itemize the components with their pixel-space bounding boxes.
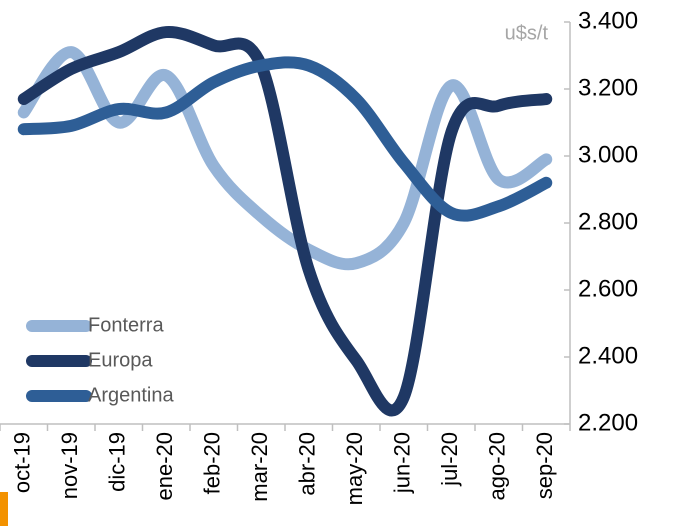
- x-tick-label: jun-20: [390, 432, 415, 494]
- legend-label: Fonterra: [88, 314, 164, 336]
- y-tick-label: 2.400: [578, 342, 638, 369]
- x-tick-label: mar-20: [247, 432, 272, 502]
- series-line: [17, 26, 553, 417]
- y-tick-label: 3.200: [578, 74, 638, 101]
- x-tick-label: ago-20: [485, 432, 510, 501]
- series-line: [17, 56, 553, 222]
- x-tick-label: oct-19: [10, 432, 35, 493]
- x-tick-label: dic-19: [105, 432, 130, 492]
- y-tick-label: 2.200: [578, 409, 638, 436]
- y-tick-label: 2.600: [578, 275, 638, 302]
- series-line: [17, 46, 553, 271]
- y-tick-label: 3.400: [578, 7, 638, 34]
- legend-label: Europa: [88, 349, 153, 371]
- x-tick-label: may-20: [342, 432, 367, 505]
- x-tick-label: sep-20: [532, 432, 557, 499]
- legend-label: Argentina: [88, 384, 174, 406]
- x-tick-label: nov-19: [57, 432, 82, 499]
- corner-decoration: [0, 492, 8, 526]
- y-tick-label: 2.800: [578, 208, 638, 235]
- x-tick-label: ene-20: [152, 432, 177, 501]
- x-tick-label: feb-20: [200, 432, 225, 494]
- y-tick-label: 3.000: [578, 141, 638, 168]
- y-axis-label: u$s/t: [505, 22, 549, 44]
- x-tick-label: abr-20: [295, 432, 320, 496]
- x-tick-label: jul-20: [437, 432, 462, 487]
